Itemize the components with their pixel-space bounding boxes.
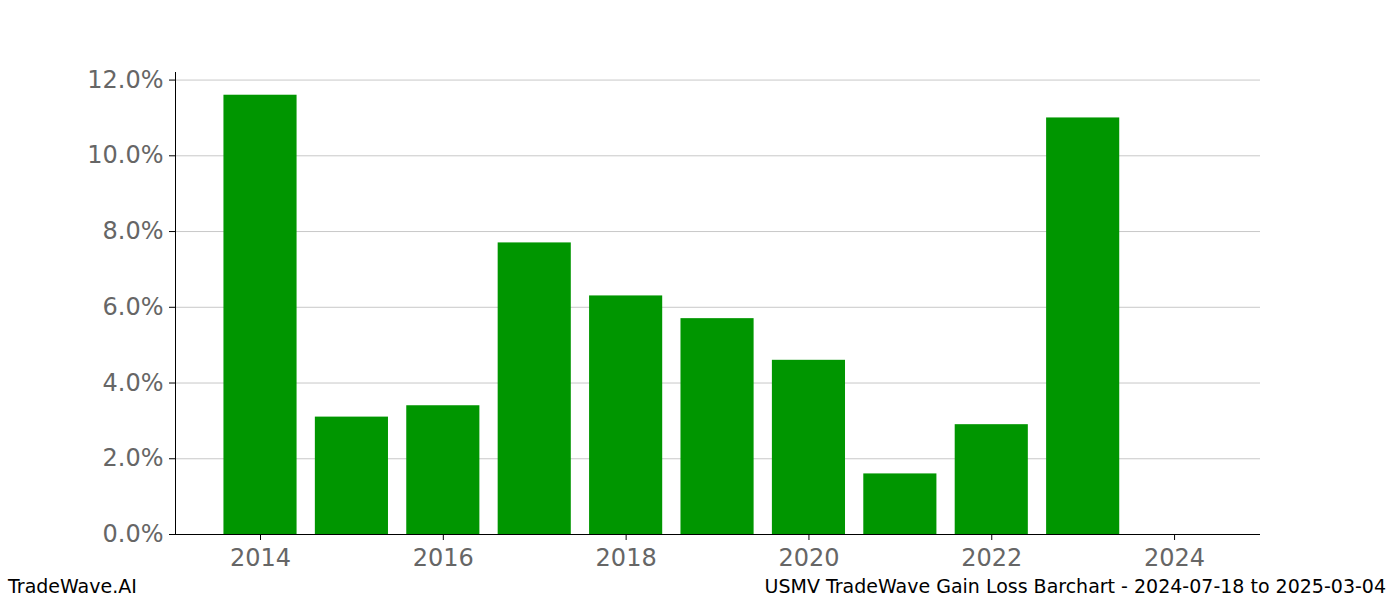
svg-text:2016: 2016 [413,544,474,572]
svg-text:2.0%: 2.0% [103,444,164,472]
svg-text:0.0%: 0.0% [103,520,164,548]
svg-text:2024: 2024 [1144,544,1205,572]
svg-text:10.0%: 10.0% [87,141,163,169]
svg-text:4.0%: 4.0% [103,369,164,397]
html-text:USMV TradeWave Gain Loss Barch: USMV TradeWave Gain Loss Barchart - 2024… [764,575,1386,597]
svg-text:2022: 2022 [961,544,1022,572]
svg-text:2018: 2018 [596,544,657,572]
svg-text:2020: 2020 [778,544,839,572]
svg-text:6.0%: 6.0% [103,293,164,321]
svg-text:8.0%: 8.0% [103,217,164,245]
html-text:TradeWave.AI: TradeWave.AI [8,575,137,597]
svg-text:12.0%: 12.0% [87,66,163,94]
svg-text:2014: 2014 [230,544,291,572]
